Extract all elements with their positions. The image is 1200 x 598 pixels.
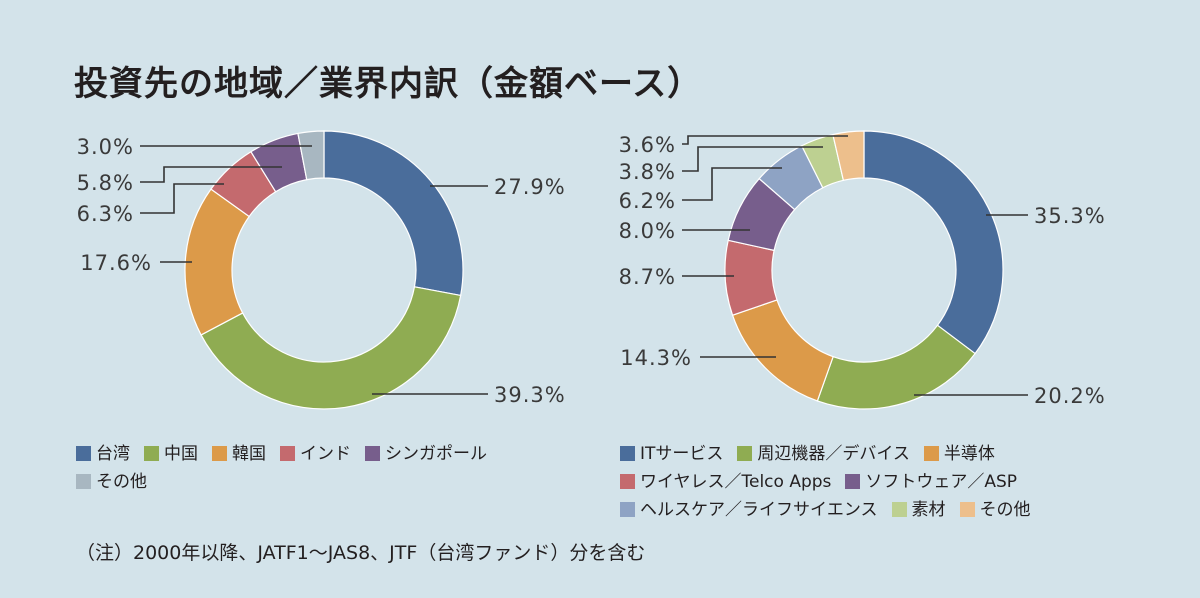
data-label: 20.2% (1034, 384, 1106, 408)
legend-item: ワイヤレス／Telco Apps (620, 468, 831, 496)
legend-item: 台湾 (76, 440, 130, 468)
leader-line (682, 135, 848, 145)
data-label: 8.0% (619, 219, 676, 243)
data-label: 17.6% (80, 251, 152, 275)
data-label: 6.3% (77, 202, 134, 226)
data-label: 14.3% (620, 346, 692, 370)
legend-swatch (845, 474, 861, 489)
data-label: 3.0% (77, 135, 134, 159)
legend-item: インド (280, 440, 351, 468)
legend-swatch (737, 446, 753, 461)
data-label: 39.3% (494, 383, 566, 407)
legend-swatch (620, 446, 635, 461)
legend-label: シンガポール (385, 444, 487, 464)
legend-label: 素材 (911, 500, 946, 520)
legend-swatch (144, 446, 159, 461)
donut-slice (184, 188, 251, 336)
legend-swatch (891, 502, 907, 517)
donut-slice (323, 130, 464, 297)
chart-title: 投資先の地域／業界内訳（金額ベース） (74, 64, 703, 104)
legend-item: その他 (959, 496, 1031, 524)
industry-donut: 35.3% 20.2% 14.3% 8.7% 8.0% 6.2% 3.8% 3.6% (619, 130, 1106, 410)
legend-item: 韓国 (212, 440, 266, 468)
legend-label: その他 (979, 500, 1031, 520)
donut-slice (297, 130, 325, 181)
data-label: 3.8% (619, 160, 676, 184)
legend-item: 半導体 (923, 440, 995, 468)
data-label: 3.6% (619, 133, 676, 157)
leader-line (140, 183, 224, 214)
legend-label: 半導体 (943, 444, 995, 464)
legend-label: 韓国 (232, 444, 266, 464)
donut-slice (816, 324, 976, 410)
data-label: 35.3% (1034, 204, 1106, 228)
legend-swatch (620, 474, 635, 489)
legend-swatch (280, 446, 295, 461)
footnote: （注）2000年以降、JATF1～JAS8、JTF（台湾ファンド）分を含む (76, 542, 646, 564)
data-label: 5.8% (77, 171, 134, 195)
leader-line (682, 167, 782, 201)
donut-slice (200, 286, 462, 410)
legend-item: ヘルスケア／ライフサイエンス (620, 496, 878, 524)
legend-label: 周辺機器／デバイス (757, 444, 910, 464)
donut-slice (863, 130, 1004, 355)
data-label: 27.9% (494, 175, 566, 199)
leader-line (140, 166, 282, 183)
region-legend: 台湾 中国 韓国 インド シンガポールその他 (76, 440, 596, 496)
legend-item: 周辺機器／デバイス (737, 440, 910, 468)
legend-label: ITサービス (640, 444, 724, 464)
leader-line (682, 146, 823, 172)
legend-label: ヘルスケア／ライフサイエンス (640, 500, 878, 520)
legend-item: その他 (76, 468, 147, 496)
legend-swatch (959, 502, 975, 517)
legend-label: その他 (96, 472, 147, 492)
legend-item: ITサービス (620, 440, 723, 468)
legend-label: インド (300, 444, 351, 464)
legend-swatch (76, 474, 91, 489)
data-label: 6.2% (619, 189, 676, 213)
legend-swatch (923, 446, 939, 461)
legend-label: ワイヤレス／Telco Apps (640, 472, 832, 492)
legend-item: 中国 (144, 440, 198, 468)
data-label: 8.7% (619, 265, 676, 289)
legend-swatch (212, 446, 227, 461)
legend-label: ソフトウェア／ASP (865, 472, 1018, 492)
legend-swatch (76, 446, 91, 461)
legend-item: ソフトウェア／ASP (845, 468, 1017, 496)
region-donut: 27.9% 39.3% 17.6% 6.3% 5.8% 3.0% (77, 130, 566, 410)
legend-item: シンガポール (365, 440, 487, 468)
legend-swatch (620, 502, 635, 517)
legend-label: 台湾 (96, 444, 130, 464)
legend-swatch (365, 446, 380, 461)
industry-legend: ITサービス 周辺機器／デバイス 半導体ワイヤレス／Telco Apps ソフトウェア… (620, 440, 1120, 524)
donut-slice (832, 130, 865, 182)
legend-label: 中国 (164, 444, 198, 464)
donut-slice (731, 299, 834, 402)
legend-item: 素材 (891, 496, 946, 524)
